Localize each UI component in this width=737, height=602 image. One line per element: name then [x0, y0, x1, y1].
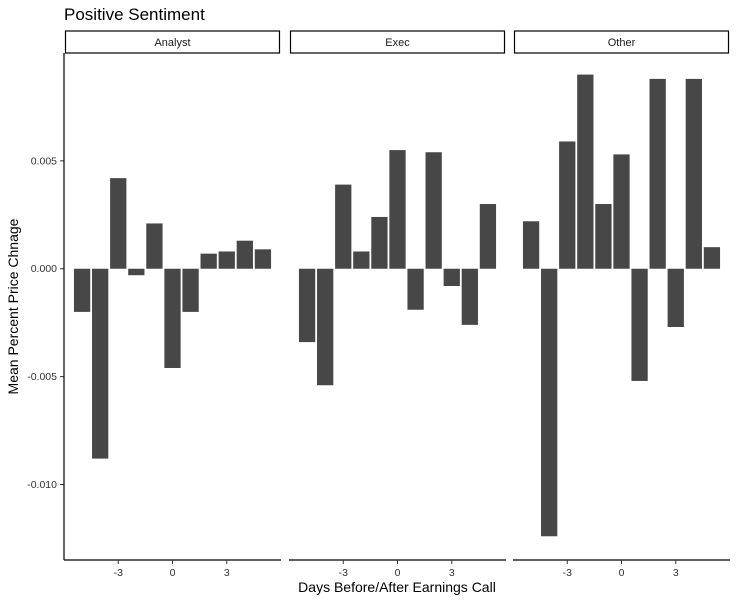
- bar: [541, 268, 558, 537]
- x-axis-title: Days Before/After Earnings Call: [298, 579, 496, 595]
- bar: [425, 152, 442, 269]
- bar: [200, 253, 217, 269]
- bar: [461, 268, 478, 325]
- x-tick-label: 3: [449, 567, 455, 579]
- x-tick-label: 3: [224, 567, 230, 579]
- x-tick-label: 0: [170, 567, 176, 579]
- bar: [703, 247, 721, 269]
- bar: [128, 268, 145, 276]
- bar: [577, 74, 594, 269]
- y-axis-title: Mean Percent Price Chnage: [5, 218, 21, 394]
- bar: [389, 150, 406, 269]
- x-tick-label: 0: [619, 567, 625, 579]
- facet-panels: 0.005 0.000 -0.005 -0.010 Analyst -3 0 3 Exec -3 0…: [27, 30, 730, 579]
- y-tick-label: 0.000: [31, 263, 57, 275]
- bar: [443, 268, 460, 287]
- facet-strip: [289, 30, 506, 54]
- bar: [335, 184, 352, 269]
- bar: [110, 178, 127, 269]
- bar: [317, 268, 334, 386]
- x-tick-label: -3: [339, 567, 348, 579]
- bar: [73, 268, 91, 312]
- bar: [685, 78, 702, 269]
- bar: [631, 268, 648, 381]
- facet-strip-label: Analyst: [154, 37, 190, 49]
- bar: [559, 141, 576, 269]
- bar: [218, 251, 235, 269]
- y-tick-label: 0.005: [31, 155, 57, 167]
- x-tick-label: 3: [673, 567, 679, 579]
- bar: [254, 249, 272, 269]
- bar: [298, 268, 316, 343]
- y-tick-label: -0.005: [27, 371, 57, 383]
- bar: [236, 240, 253, 269]
- bar: [649, 78, 666, 269]
- facet-strip-label: Other: [608, 37, 636, 49]
- facet-strip-label: Exec: [385, 37, 410, 49]
- x-tick-label: -3: [563, 567, 572, 579]
- bar: [479, 204, 497, 269]
- x-tick-label: -3: [114, 567, 123, 579]
- bar: [595, 204, 612, 269]
- bar: [613, 154, 630, 269]
- bar: [353, 251, 370, 269]
- bar: [667, 268, 684, 327]
- y-tick-label: -0.010: [27, 479, 57, 491]
- x-tick-label: 0: [395, 567, 401, 579]
- bar: [164, 268, 181, 368]
- bar: [146, 223, 163, 269]
- bar: [407, 268, 424, 310]
- facet-strip: [64, 30, 281, 54]
- chart-title: Positive Sentiment: [64, 5, 205, 24]
- facet-strip: [513, 30, 730, 54]
- bar: [182, 268, 199, 312]
- bar: [522, 221, 540, 269]
- bar: [371, 216, 388, 269]
- bar: [92, 268, 109, 459]
